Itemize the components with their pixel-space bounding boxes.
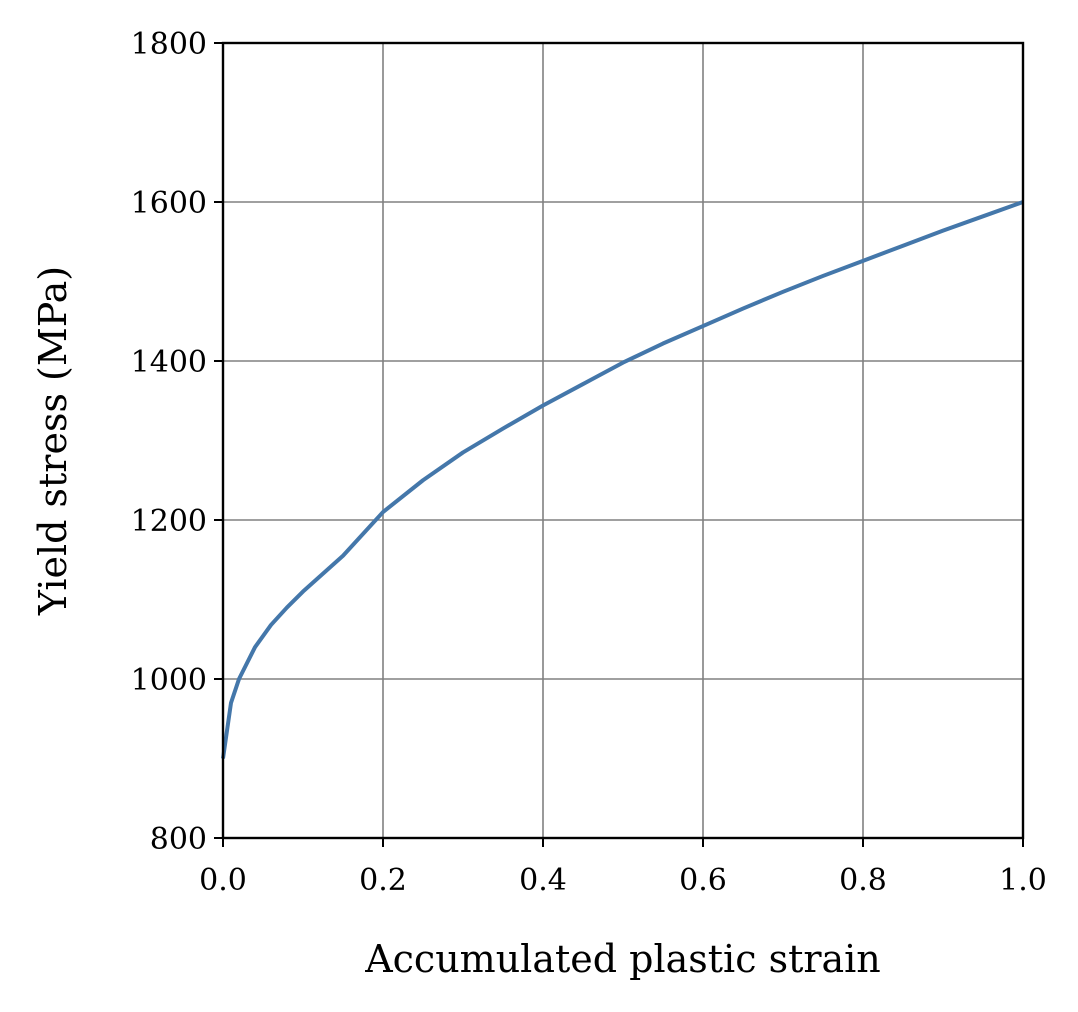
x-tick-label: 0.2 (359, 863, 407, 898)
y-axis-ticks: 800 1000 1200 1400 1600 1800 (131, 27, 223, 857)
x-tick-label: 1.0 (999, 863, 1047, 898)
x-tick-label: 0.4 (519, 863, 567, 898)
y-tick-label: 1000 (131, 663, 207, 698)
y-tick-label: 1600 (131, 186, 207, 221)
x-tick-label: 0.6 (679, 863, 727, 898)
x-axis-ticks: 0.0 0.2 0.4 0.6 0.8 1.0 (199, 838, 1047, 898)
y-tick-label: 1800 (131, 27, 207, 62)
y-tick-label: 800 (150, 822, 207, 857)
y-tick-label: 1200 (131, 504, 207, 539)
x-tick-label: 0.0 (199, 863, 247, 898)
y-tick-label: 1400 (131, 345, 207, 380)
plot-frame (221, 41, 1025, 840)
x-tick-label: 0.8 (839, 863, 887, 898)
y-axis-title: Yield stress (MPa) (31, 266, 75, 616)
yield-curve-line (221, 200, 1024, 759)
series-layer (221, 200, 1024, 759)
x-axis-title: Accumulated plastic strain (364, 937, 881, 981)
